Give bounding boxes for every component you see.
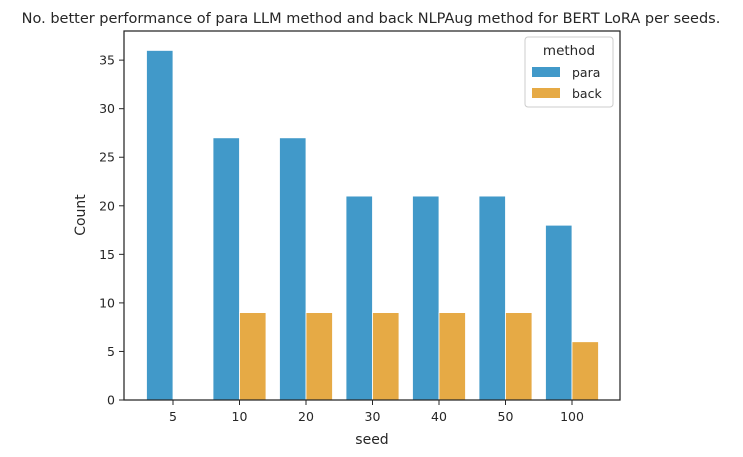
y-tick-label: 5 [107, 344, 115, 359]
bars [146, 50, 599, 401]
x-tick-label: 100 [560, 409, 584, 424]
bar-back-10 [239, 312, 267, 401]
bar-back-30 [372, 312, 400, 401]
y-tick-label: 0 [107, 393, 115, 408]
y-tick-label: 30 [99, 101, 115, 116]
x-axis: 5 10 20 30 40 50 100 [169, 400, 584, 424]
bar-para-50 [478, 195, 506, 401]
x-tick-label: 5 [169, 409, 177, 424]
bar-para-10 [212, 137, 240, 401]
y-tick-label: 10 [99, 295, 115, 310]
legend-swatch-back [532, 88, 560, 98]
bar-back-100 [571, 341, 599, 401]
bar-para-5 [146, 50, 174, 401]
bar-back-50 [505, 312, 533, 401]
x-axis-label: seed [355, 432, 388, 448]
bar-para-40 [412, 195, 440, 401]
legend-label-para: para [572, 65, 600, 80]
bar-para-100 [545, 224, 573, 401]
bar-para-30 [345, 195, 373, 401]
y-axis: 0 5 10 15 20 25 30 35 [99, 53, 124, 408]
legend-swatch-para [532, 67, 560, 77]
bar-para-20 [279, 137, 307, 401]
x-tick-label: 20 [298, 409, 314, 424]
bar-back-20 [305, 312, 333, 401]
y-tick-label: 20 [99, 198, 115, 213]
legend-label-back: back [572, 86, 602, 101]
y-axis-label: Count [73, 194, 89, 236]
y-tick-label: 15 [99, 247, 115, 262]
legend: method para back [524, 36, 614, 108]
bar-back-40 [438, 312, 466, 401]
legend-title: method [543, 43, 595, 59]
y-tick-label: 35 [99, 53, 115, 68]
chart-title: No. better performance of para LLM metho… [22, 11, 721, 27]
x-tick-label: 40 [431, 409, 447, 424]
x-tick-label: 10 [232, 409, 248, 424]
x-tick-label: 50 [498, 409, 514, 424]
x-tick-label: 30 [365, 409, 381, 424]
y-tick-label: 25 [99, 150, 115, 165]
